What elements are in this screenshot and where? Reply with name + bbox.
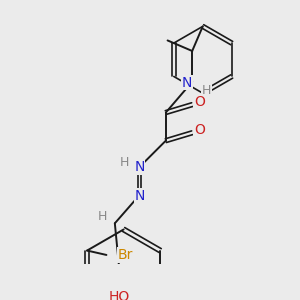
Text: H: H	[202, 84, 211, 97]
Text: O: O	[194, 123, 205, 137]
Text: H: H	[98, 210, 107, 223]
Text: Br: Br	[118, 248, 133, 262]
Text: HO: HO	[108, 290, 129, 300]
Text: H: H	[120, 156, 129, 169]
Text: N: N	[134, 160, 145, 174]
Text: N: N	[134, 189, 145, 203]
Text: O: O	[194, 95, 205, 109]
Text: N: N	[182, 76, 192, 90]
